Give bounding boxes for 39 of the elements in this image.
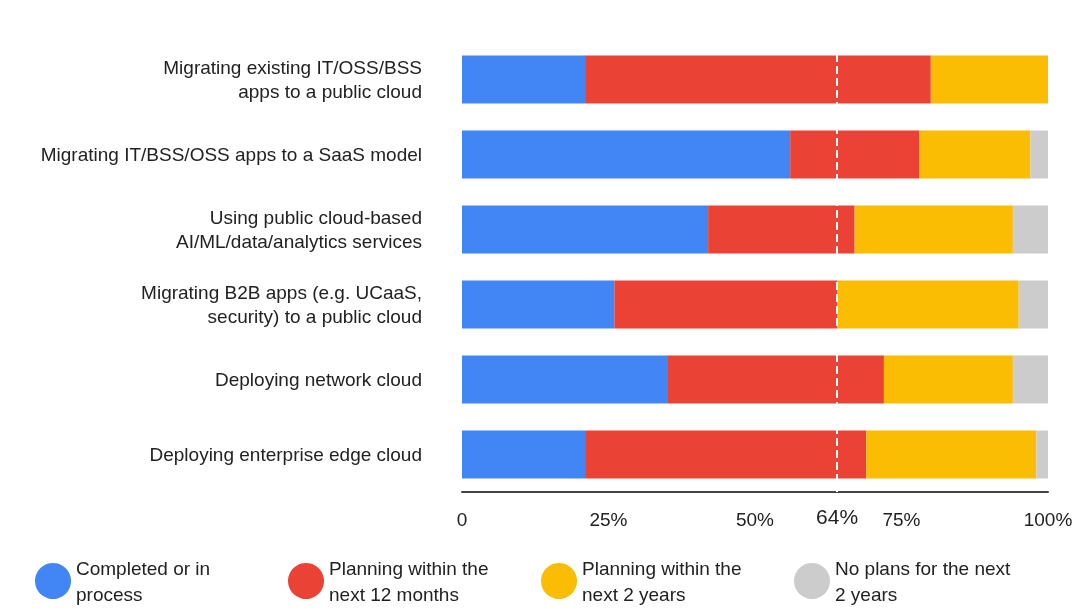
legend-label: Planning within the next 12 months xyxy=(329,557,494,605)
ref-line-label: 64% xyxy=(816,505,859,528)
x-tick-label: 75% xyxy=(882,509,921,530)
x-tick-label: 0 xyxy=(456,509,468,530)
bar xyxy=(1018,280,1048,329)
bar xyxy=(1036,430,1048,479)
legend-label: Completed or in process xyxy=(76,557,216,605)
bar xyxy=(1012,355,1048,404)
bar xyxy=(919,130,1031,179)
x-tick-label: 50% xyxy=(735,509,775,530)
y-tick-label: Deploying network cloud xyxy=(214,369,422,390)
bar xyxy=(883,355,1013,404)
bar xyxy=(462,430,586,479)
bar xyxy=(462,55,586,104)
legend-label: Planning within the next 2 years xyxy=(582,557,747,605)
bar xyxy=(1012,205,1048,254)
bar xyxy=(462,205,709,254)
y-tick-label: Migrating existing IT/OSS/BSS apps to a public cloud xyxy=(163,57,422,102)
x-tick-label: 100% xyxy=(1023,509,1073,530)
bar xyxy=(790,130,920,179)
bar xyxy=(854,205,1013,254)
bar xyxy=(462,280,615,329)
legend-label: No plans for the next 2 years xyxy=(835,557,1016,605)
bar xyxy=(585,55,931,104)
bar xyxy=(462,130,791,179)
bar xyxy=(667,355,884,404)
y-tick-label: Migrating B2B apps (e.g. UCaaS, security) to a public cloud xyxy=(141,282,422,327)
bar xyxy=(614,280,838,329)
y-tick-label: Deploying enterprise edge cloud xyxy=(149,444,422,465)
bar xyxy=(708,205,855,254)
bar xyxy=(462,355,668,404)
bar xyxy=(866,430,1037,479)
bar xyxy=(837,280,1019,329)
bar xyxy=(930,55,1048,104)
bar xyxy=(1030,130,1048,179)
x-tick-label: 25% xyxy=(589,509,628,530)
y-tick-label: Using public cloud-based AI/ML/data/analytics services xyxy=(175,207,422,252)
y-tick-label: Migrating IT/BSS/OSS apps to a SaaS model xyxy=(40,144,422,165)
bar xyxy=(585,430,867,479)
